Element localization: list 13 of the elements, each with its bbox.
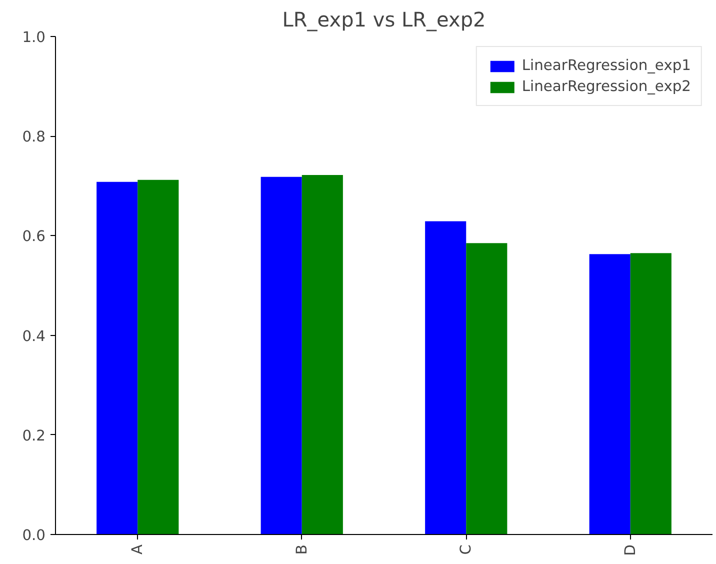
x-tick-label: B [293,544,310,555]
y-tick-label: 0.2 [22,427,46,444]
x-tick-label: A [129,544,146,555]
x-tick-label: D [622,544,639,556]
x-tick-label: C [458,544,475,555]
y-tick-label: 0.0 [22,527,46,544]
legend-label: LinearRegression_exp2 [522,78,691,95]
chart-title: LR_exp1 vs LR_exp2 [282,8,486,32]
y-tick-label: 0.8 [22,128,46,146]
y-tick-label: 0.6 [22,228,46,246]
y-tick-label: 1.0 [22,29,46,46]
y-tick-label: 0.4 [22,328,46,345]
legend-label: LinearRegression_exp1 [522,57,691,74]
